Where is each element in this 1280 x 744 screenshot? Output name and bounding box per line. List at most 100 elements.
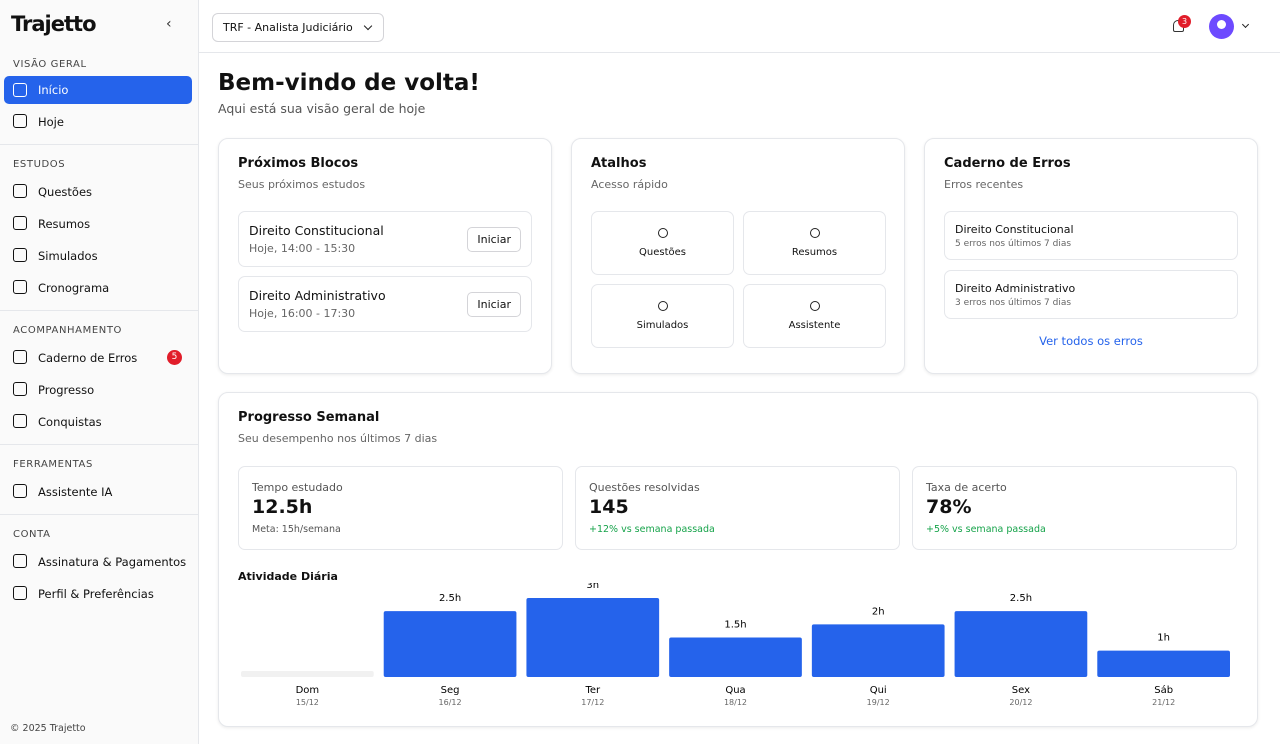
nav-label: Hoje xyxy=(38,115,64,129)
stat-value: 78% xyxy=(926,496,972,518)
stat-label: Taxa de acerto xyxy=(926,481,1007,494)
shortcut-icon xyxy=(810,301,820,311)
value-label: 1h xyxy=(1157,633,1170,644)
nav-label: Início xyxy=(38,83,69,97)
nav-label: Perfil & Preferências xyxy=(38,587,154,601)
x-date-label: 17/12 xyxy=(581,698,604,707)
bar xyxy=(1097,650,1230,677)
shortcut-icon xyxy=(658,228,668,238)
card-title: Progresso Semanal xyxy=(238,410,380,425)
error-detail: 5 erros nos últimos 7 dias xyxy=(955,239,1072,249)
value-label: 1.5h xyxy=(724,620,746,631)
error-detail: 3 erros nos últimos 7 dias xyxy=(955,298,1072,308)
nav-item[interactable]: Caderno de Erros 5 xyxy=(4,342,192,374)
bar xyxy=(811,624,945,677)
value-label: 2h xyxy=(872,606,885,617)
error-item[interactable]: Direito Administrativo 3 erros nos último… xyxy=(944,270,1238,319)
stat-note: +12% vs semana passada xyxy=(589,524,715,535)
nav-icon xyxy=(13,216,27,230)
shortcut[interactable]: Assistente xyxy=(743,284,886,348)
card-subtitle: Acesso rápido xyxy=(591,178,668,191)
x-tick-label: Sex xyxy=(1012,685,1030,696)
x-tick-label: Qui xyxy=(870,685,887,696)
nav-badge: 5 xyxy=(167,350,182,365)
nav-label: Progresso xyxy=(38,383,95,397)
nav-item[interactable]: Questões xyxy=(4,176,192,208)
card-title: Atalhos xyxy=(591,156,647,171)
nav-item[interactable]: Simulados xyxy=(4,240,192,272)
block-subject: Direito Administrativo xyxy=(249,288,386,303)
nav: VISÃO GERAL Início Hoje ESTUDOS Questões Resu… xyxy=(0,52,198,616)
error-item[interactable]: Direito Constitucional 5 erros nos último… xyxy=(944,211,1238,260)
start-button[interactable]: Iniciar xyxy=(467,292,521,317)
stat-note: +5% vs semana passada xyxy=(926,524,1046,535)
section-title: VISÃO GERAL xyxy=(13,59,87,70)
nav-item[interactable]: Cronograma xyxy=(4,272,192,304)
nav-icon xyxy=(13,280,27,294)
bar-empty xyxy=(241,671,374,677)
nav-label: Cronograma xyxy=(38,281,110,295)
x-date-label: 15/12 xyxy=(296,698,319,707)
shortcut-label: Simulados xyxy=(636,320,689,331)
nav-label: Assinatura & Pagamentos xyxy=(38,555,187,569)
stat-label: Questões resolvidas xyxy=(589,481,700,494)
shortcut[interactable]: Questões xyxy=(591,211,734,275)
block-item: Direito Constitucional Hoje, 14:00 - 15:3… xyxy=(238,211,532,267)
x-tick-label: Qua xyxy=(725,685,745,696)
x-date-label: 18/12 xyxy=(724,698,747,707)
nav-icon xyxy=(13,484,27,498)
stat-note: Meta: 15h/semana xyxy=(252,524,341,535)
selector[interactable]: TRF - Analista Judiciário xyxy=(212,13,384,42)
nav-item[interactable]: Assinatura & Pagamentos xyxy=(4,546,192,578)
shortcut-label: Assistente xyxy=(788,320,841,331)
x-tick-label: Sáb xyxy=(1154,684,1173,696)
avatar[interactable] xyxy=(1209,14,1234,39)
nav-item[interactable]: Resumos xyxy=(4,208,192,240)
value-label: 2.5h xyxy=(439,593,461,604)
collapse-button[interactable]: ‹ xyxy=(166,16,172,32)
card-title: Próximos Blocos xyxy=(238,156,359,171)
section-title: ESTUDOS xyxy=(13,159,66,170)
card-title: Caderno de Erros xyxy=(944,156,1071,171)
error-subject: Direito Administrativo xyxy=(955,282,1076,295)
start-button[interactable]: Iniciar xyxy=(467,227,521,252)
card-subtitle: Seus próximos estudos xyxy=(238,178,366,191)
nav-item[interactable]: Hoje xyxy=(4,106,192,138)
card-subtitle: Seu desempenho nos últimos 7 dias xyxy=(238,432,438,445)
errors-link[interactable]: Ver todos os erros xyxy=(1039,334,1143,348)
nav-item[interactable]: Assistente IA xyxy=(4,476,192,508)
block-subject: Direito Constitucional xyxy=(249,223,384,238)
nav-icon xyxy=(13,248,27,262)
nav-icon xyxy=(13,184,27,198)
nav-item[interactable]: Perfil & Preferências xyxy=(4,578,192,610)
x-tick-label: Seg xyxy=(441,685,460,696)
weekly-card: Progresso Semanal Seu desempenho nos últ… xyxy=(218,392,1258,727)
nav-section: ESTUDOS Questões Resumos Simulados Cronogram… xyxy=(0,145,198,311)
nav-item[interactable]: Início xyxy=(4,76,192,104)
nav-section: CONTA Assinatura & Pagamentos Perfil & Pre… xyxy=(0,515,198,616)
value-label: 3h xyxy=(586,583,599,591)
avatar-menu[interactable] xyxy=(1241,20,1250,29)
shortcut[interactable]: Resumos xyxy=(743,211,886,275)
shortcut[interactable]: Simulados xyxy=(591,284,734,348)
bar xyxy=(954,611,1088,677)
nav-label: Resumos xyxy=(38,217,91,231)
nav-icon xyxy=(13,554,27,568)
block-item: Direito Administrativo Hoje, 16:00 - 17:3… xyxy=(238,276,532,332)
shortcut-label: Resumos xyxy=(791,247,838,258)
block-time: Hoje, 14:00 - 15:30 xyxy=(249,242,356,255)
logo[interactable]: Trajetto xyxy=(11,12,96,36)
nav-section: VISÃO GERAL Início Hoje xyxy=(0,52,198,145)
x-date-label: 19/12 xyxy=(867,698,890,707)
nav-icon xyxy=(13,414,27,428)
nav-section: ACOMPANHAMENTO Caderno de Erros 5 Progresso… xyxy=(0,311,198,445)
nav-item[interactable]: Conquistas xyxy=(4,406,192,438)
nav-section: FERRAMENTAS Assistente IA xyxy=(0,445,198,515)
nav-label: Assistente IA xyxy=(38,485,113,499)
next-blocks-card: Próximos Blocos Seus próximos estudos Di… xyxy=(218,138,552,374)
nav-item[interactable]: Progresso xyxy=(4,374,192,406)
card-subtitle: Erros recentes xyxy=(944,178,1024,191)
chart: Dom 15/12 2.5h Seg 16/12 3h Ter 17/12 1.5h Qua 18/… xyxy=(241,583,1230,707)
x-tick-label: Dom xyxy=(296,685,320,696)
